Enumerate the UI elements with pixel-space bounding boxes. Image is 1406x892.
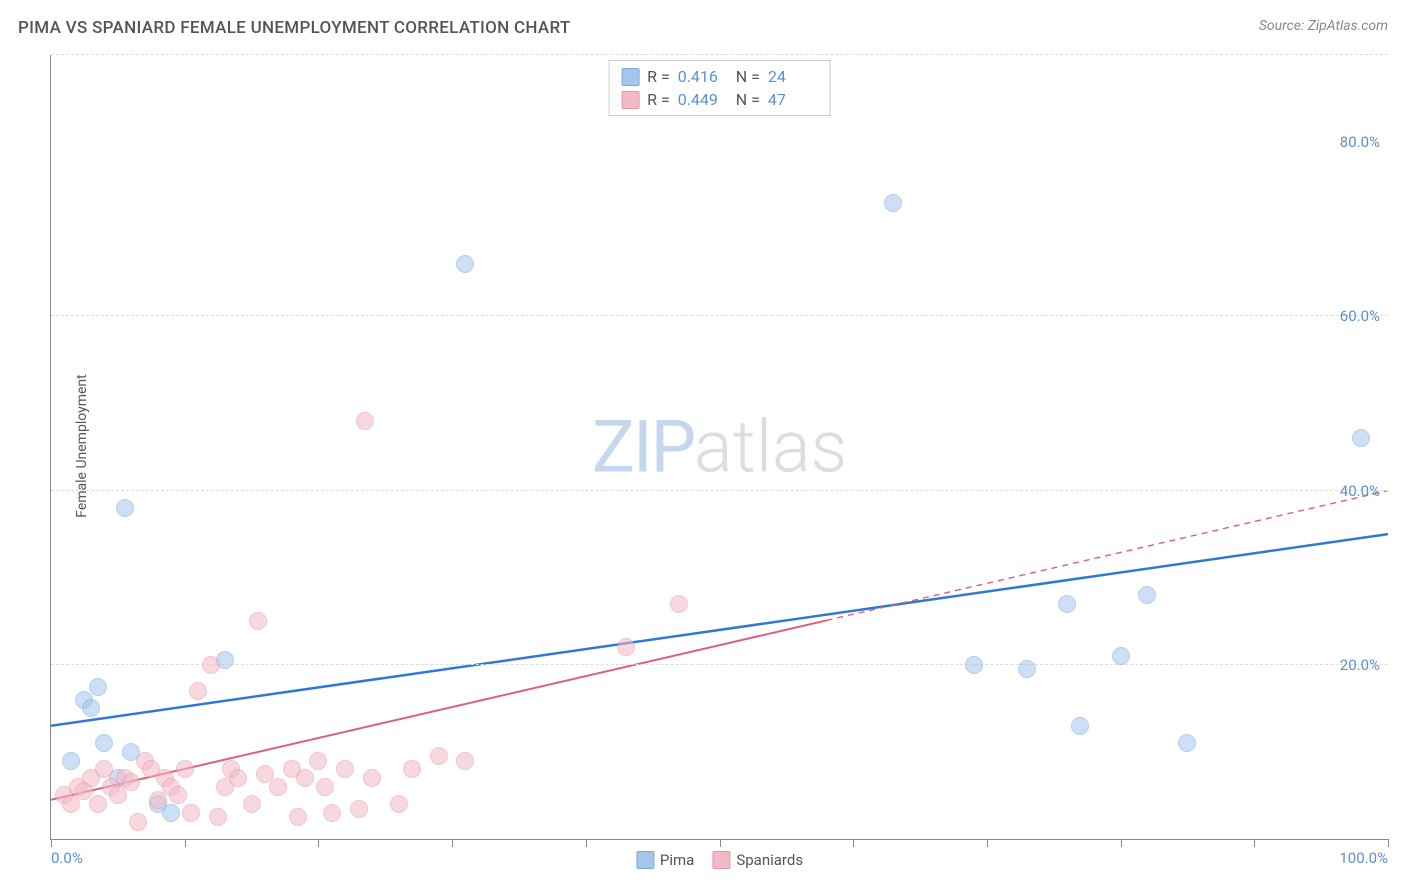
data-point bbox=[182, 804, 200, 822]
data-point bbox=[62, 795, 80, 813]
data-point bbox=[363, 769, 381, 787]
gridline bbox=[51, 664, 1388, 665]
gridline bbox=[51, 490, 1388, 491]
x-tick bbox=[1254, 839, 1255, 847]
r-value: 0.416 bbox=[678, 67, 728, 86]
watermark: ZIPatlas bbox=[592, 405, 847, 490]
data-point bbox=[169, 786, 187, 804]
data-point bbox=[109, 786, 127, 804]
data-point bbox=[122, 773, 140, 791]
data-point bbox=[1058, 595, 1076, 613]
y-tick-label: 60.0% bbox=[1340, 307, 1380, 325]
data-point bbox=[430, 747, 448, 765]
data-point bbox=[176, 760, 194, 778]
y-tick-label: 40.0% bbox=[1340, 482, 1380, 500]
scatter-chart: ZIPatlas R =0.416N =24R =0.449N =47 0.0%… bbox=[50, 55, 1388, 840]
r-label: R = bbox=[647, 67, 670, 86]
data-point bbox=[1138, 586, 1156, 604]
legend-swatch bbox=[621, 68, 639, 86]
legend-swatch bbox=[621, 91, 639, 109]
trendlines-layer bbox=[51, 55, 1388, 839]
legend-row: R = 0.449 N = 47 bbox=[621, 88, 818, 111]
data-point bbox=[617, 638, 635, 656]
chart-title: PIMA VS SPANIARD FEMALE UNEMPLOYMENT COR… bbox=[18, 18, 1388, 38]
n-label: N = bbox=[736, 67, 760, 86]
x-tick bbox=[51, 839, 52, 847]
legend-label: Pima bbox=[660, 851, 694, 869]
x-axis-max-label: 100.0% bbox=[1339, 849, 1388, 867]
data-point bbox=[884, 194, 902, 212]
data-point bbox=[89, 678, 107, 696]
data-point bbox=[456, 255, 474, 273]
data-point bbox=[350, 800, 368, 818]
data-point bbox=[82, 699, 100, 717]
gridline bbox=[51, 54, 1388, 55]
correlation-legend: R = 0.416 N = 24 R = 0.449 N = 47 bbox=[608, 60, 831, 116]
x-tick bbox=[185, 839, 186, 847]
data-point bbox=[336, 760, 354, 778]
legend-swatch bbox=[636, 851, 654, 869]
data-point bbox=[356, 412, 374, 430]
x-tick bbox=[452, 839, 453, 847]
y-tick-label: 80.0% bbox=[1340, 133, 1380, 151]
data-point bbox=[95, 760, 113, 778]
x-tick bbox=[318, 839, 319, 847]
data-point bbox=[323, 804, 341, 822]
data-point bbox=[390, 795, 408, 813]
data-point bbox=[269, 778, 287, 796]
x-tick bbox=[853, 839, 854, 847]
gridline bbox=[51, 315, 1388, 316]
data-point bbox=[1071, 717, 1089, 735]
legend-row: R = 0.416 N = 24 bbox=[621, 65, 818, 88]
x-tick bbox=[1388, 839, 1389, 847]
r-label: R = bbox=[647, 90, 670, 109]
data-point bbox=[162, 804, 180, 822]
data-point bbox=[229, 769, 247, 787]
watermark-atlas: atlas bbox=[694, 405, 847, 490]
watermark-zip: ZIP bbox=[592, 405, 694, 490]
trendline-dashed bbox=[826, 491, 1388, 621]
data-point bbox=[316, 778, 334, 796]
series-legend: Pima Spaniards bbox=[636, 851, 803, 869]
data-point bbox=[289, 808, 307, 826]
data-point bbox=[189, 682, 207, 700]
data-point bbox=[62, 752, 80, 770]
legend-label: Spaniards bbox=[736, 851, 803, 869]
data-point bbox=[1352, 429, 1370, 447]
n-value: 47 bbox=[768, 90, 818, 109]
legend-swatch bbox=[712, 851, 730, 869]
data-point bbox=[1178, 734, 1196, 752]
n-value: 24 bbox=[768, 67, 818, 86]
series-legend-item: Pima bbox=[636, 851, 694, 869]
r-value: 0.449 bbox=[678, 90, 728, 109]
data-point bbox=[243, 795, 261, 813]
data-point bbox=[403, 760, 421, 778]
data-point bbox=[309, 752, 327, 770]
trendline bbox=[51, 534, 1388, 726]
data-point bbox=[965, 656, 983, 674]
x-tick bbox=[1121, 839, 1122, 847]
data-point bbox=[249, 612, 267, 630]
data-point bbox=[209, 808, 227, 826]
x-tick bbox=[586, 839, 587, 847]
data-point bbox=[202, 656, 220, 674]
source-credit: Source: ZipAtlas.com bbox=[1259, 18, 1388, 34]
data-point bbox=[1112, 647, 1130, 665]
data-point bbox=[1018, 660, 1036, 678]
chart-header: PIMA VS SPANIARD FEMALE UNEMPLOYMENT COR… bbox=[18, 18, 1388, 48]
x-tick bbox=[720, 839, 721, 847]
y-tick-label: 20.0% bbox=[1340, 656, 1380, 674]
data-point bbox=[129, 813, 147, 831]
series-legend-item: Spaniards bbox=[712, 851, 803, 869]
x-tick bbox=[987, 839, 988, 847]
data-point bbox=[149, 791, 167, 809]
x-axis-min-label: 0.0% bbox=[51, 849, 83, 867]
data-point bbox=[670, 595, 688, 613]
data-point bbox=[456, 752, 474, 770]
data-point bbox=[95, 734, 113, 752]
data-point bbox=[116, 499, 134, 517]
data-point bbox=[89, 795, 107, 813]
n-label: N = bbox=[736, 90, 760, 109]
data-point bbox=[296, 769, 314, 787]
